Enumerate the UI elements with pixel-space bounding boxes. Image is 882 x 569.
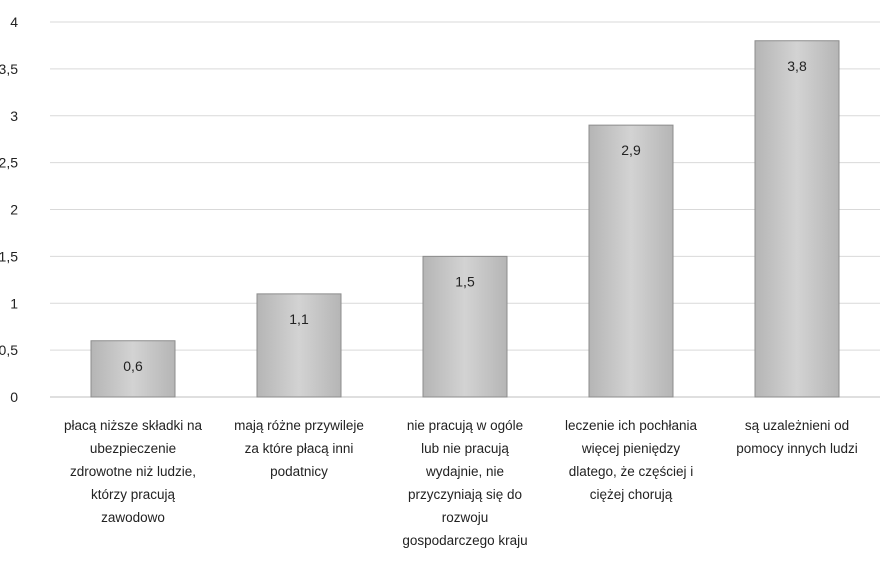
data-label: 3,8 [787, 58, 807, 74]
y-tick-label: 1,5 [0, 248, 18, 264]
category-label-line: zdrowotne niż ludzie, [70, 464, 196, 479]
y-axis-tick-labels: 0 0,5 1 1,5 2 2,5 3 3,5 4 [0, 14, 18, 405]
y-tick-label: 3 [10, 108, 18, 124]
data-label: 0,6 [123, 358, 143, 374]
category-label-line: nie pracują w ogóle [407, 418, 523, 433]
y-tick-label: 2 [10, 202, 18, 218]
category-label-line: ciężej chorują [590, 487, 673, 502]
y-tick-label: 4 [10, 14, 18, 30]
bar [588, 124, 674, 398]
y-tick-label: 2,5 [0, 155, 18, 171]
category-label-line: za które płacą inni [245, 441, 354, 456]
y-tick-label: 1 [10, 295, 18, 311]
category-label-line: rozwoju [442, 510, 489, 525]
category-label: nie pracują w ogóle lub nie pracują wydajn… [402, 418, 527, 548]
category-label-line: przyczyniają się do [408, 487, 522, 502]
category-label-line: dlatego, że częściej i [569, 464, 694, 479]
data-label: 2,9 [621, 142, 641, 158]
category-label-line: więcej pieniędzy [581, 441, 681, 456]
category-label: płacą niższe składki na ubezpieczenie zdro… [64, 418, 203, 525]
bar [256, 293, 342, 398]
data-label: 1,1 [289, 311, 309, 327]
category-label-line: którzy pracują [91, 487, 176, 502]
category-label: leczenie ich pochłania więcej pieniędzy dl… [565, 418, 698, 502]
gridlines [50, 21, 880, 398]
category-label-line: lub nie pracują [421, 441, 509, 456]
category-label-line: wydajnie, nie [425, 464, 504, 479]
category-label-line: mają różne przywileje [234, 418, 364, 433]
category-label-line: zawodowo [101, 510, 165, 525]
category-label-line: pomocy innych ludzi [736, 441, 858, 456]
category-label-line: płacą niższe składki na [64, 418, 203, 433]
category-label-line: gospodarczego kraju [402, 533, 527, 548]
category-label-line: są uzależnieni od [745, 418, 849, 433]
bars [90, 40, 840, 398]
bar [422, 255, 508, 398]
category-label-line: leczenie ich pochłania [565, 418, 698, 433]
bar [90, 340, 176, 398]
category-label: są uzależnieni od pomocy innych ludzi [736, 418, 858, 456]
bar [754, 40, 840, 398]
data-label: 1,5 [455, 273, 475, 289]
data-labels: 0,6 1,1 1,5 2,9 3,8 [123, 58, 807, 374]
category-label: mają różne przywileje za które płacą inni… [234, 418, 364, 479]
category-labels: płacą niższe składki na ubezpieczenie zdro… [64, 418, 858, 548]
y-tick-label: 0,5 [0, 342, 18, 358]
category-label-line: ubezpieczenie [90, 441, 176, 456]
y-tick-label: 0 [10, 389, 18, 405]
y-tick-label: 3,5 [0, 61, 18, 77]
category-label-line: podatnicy [270, 464, 328, 479]
